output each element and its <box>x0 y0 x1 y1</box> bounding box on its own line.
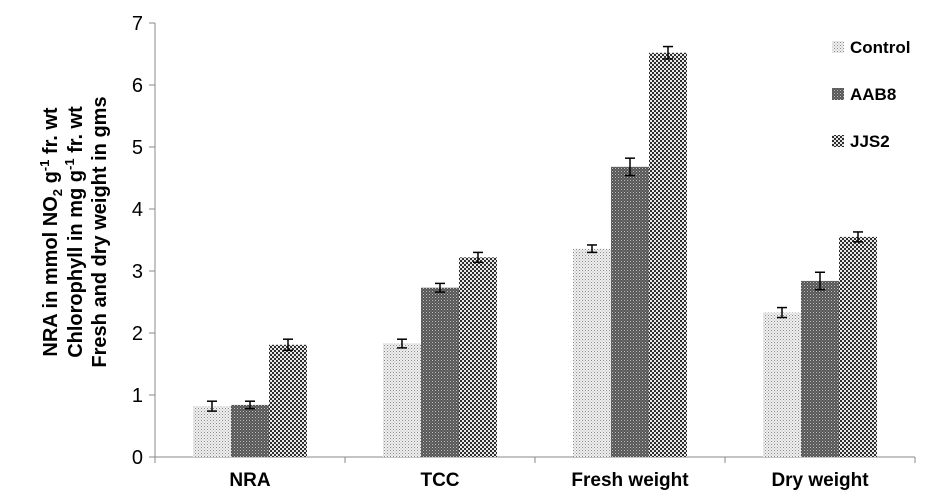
bar-control-fresh-weight <box>573 248 611 457</box>
y-tick-label: 2 <box>132 323 143 345</box>
y-tick-label: 0 <box>132 447 143 469</box>
y-tick-label: 3 <box>132 261 143 283</box>
legend-label-control: Control <box>850 38 910 57</box>
legend-swatch-aab8 <box>832 88 844 100</box>
legend-swatch-jjs2 <box>832 135 844 147</box>
bar-control-dry-weight <box>763 312 801 457</box>
bar-control-tcc <box>383 343 421 457</box>
bar-aab8-fresh-weight <box>611 166 649 457</box>
y-tick-label: 6 <box>132 75 143 97</box>
x-tick-label: Fresh weight <box>571 470 689 491</box>
legend-label-jjs2: JJS2 <box>850 132 890 151</box>
y-tick-label: 1 <box>132 385 143 407</box>
bar-aab8-dry-weight <box>801 280 839 457</box>
bar-control-nra <box>193 406 231 457</box>
axes: 0 1 2 3 4 5 6 7 NRA TCC Fresh weight Dry weight <box>132 13 916 491</box>
bar-aab8-tcc <box>421 287 459 457</box>
x-tick-label: TCC <box>420 470 459 491</box>
legend-label-aab8: AAB8 <box>850 85 896 104</box>
bars <box>193 45 877 457</box>
y-tick-label: 5 <box>132 137 143 159</box>
legend: Control AAB8 JJS2 <box>832 38 910 151</box>
y-tick-label: 4 <box>132 199 143 221</box>
bar-aab8-nra <box>231 404 269 457</box>
legend-swatch-control <box>832 41 844 53</box>
x-tick-label: NRA <box>229 470 270 491</box>
x-tick-label: Dry weight <box>771 470 869 491</box>
bar-jjs2-tcc <box>459 257 497 457</box>
y-axis-title-line-1: NRA in mmol NO2 g-1 fr. wt <box>37 107 65 357</box>
y-axis-title-line-2: Chlorophyll in mg g-1 fr. wt <box>62 106 87 358</box>
y-axis-title-line-3: Fresh and dry weight in gms <box>89 96 111 367</box>
bar-jjs2-dry-weight <box>839 236 877 457</box>
y-tick-label: 7 <box>132 13 143 35</box>
bar-jjs2-fresh-weight <box>649 52 687 457</box>
bar-jjs2-nra <box>269 344 307 457</box>
